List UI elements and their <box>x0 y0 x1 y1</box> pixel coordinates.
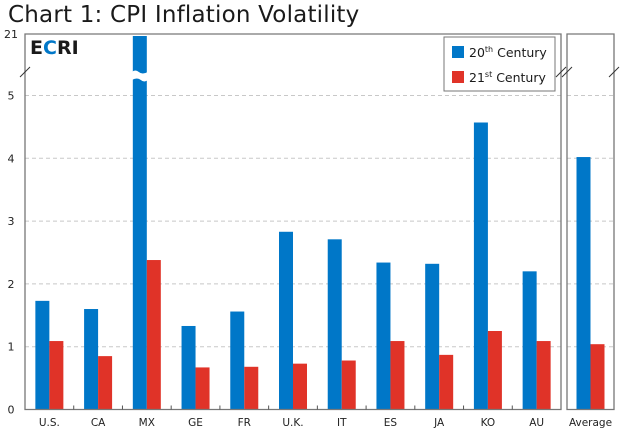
x-tick-label: KO <box>481 417 496 429</box>
bar-20th <box>35 300 50 410</box>
y-tick-label: 3 <box>8 215 15 228</box>
bar-21st <box>98 356 113 410</box>
axis-break-mark <box>561 66 573 78</box>
bar-21st <box>244 366 259 410</box>
legend-swatch-21st <box>452 71 464 83</box>
y-tick-label: 5 <box>8 90 15 103</box>
plot-frame <box>24 33 615 411</box>
axis-break-mark <box>555 66 567 78</box>
x-tick-label: AU <box>529 417 544 429</box>
bar-21st <box>195 367 210 410</box>
x-tick-label: Average <box>569 417 612 429</box>
x-tick-label: GE <box>188 417 203 429</box>
bar-20th <box>230 311 245 410</box>
bar-21st <box>146 260 161 410</box>
bar-21st <box>439 354 454 410</box>
bar-average-20th <box>576 157 591 410</box>
bar-average-21st <box>590 344 605 410</box>
bar-21st <box>49 341 64 410</box>
bar-20th <box>181 325 196 410</box>
y-tick-label: 4 <box>8 152 15 165</box>
legend-label-21st: 21st Century <box>469 70 546 85</box>
bar-20th-broken <box>132 36 147 410</box>
y-tick-label: 21 <box>4 28 18 41</box>
x-tick-label: U.S. <box>39 417 60 429</box>
x-tick-label: CA <box>91 417 106 429</box>
y-tick-label: 1 <box>8 341 15 354</box>
bar-21st <box>390 341 405 410</box>
x-tick-label: FR <box>238 417 251 429</box>
bar-20th <box>425 263 440 410</box>
x-tick-label: ES <box>384 417 398 429</box>
axis-break-mark <box>608 66 620 78</box>
bars <box>35 36 605 410</box>
bar-20th <box>279 231 293 410</box>
average-plot-frame <box>566 33 615 411</box>
bar-20th <box>376 262 391 410</box>
axis-break-mark <box>19 66 31 78</box>
main-plot-frame <box>24 33 562 411</box>
ecri-logo: ECRI <box>30 37 79 59</box>
bar-20th <box>327 239 342 410</box>
bar-break-gap <box>131 70 148 82</box>
bar-20th <box>84 309 99 410</box>
x-tick-label: U.K. <box>282 417 303 429</box>
bar-21st <box>536 341 551 410</box>
legend-swatch-20th <box>452 46 464 58</box>
axes: 0 1 2 3 4 5 21 U.S. CA MX GE FR U.K. IT ES JA KO AU Averag… <box>4 28 620 429</box>
x-tick-label: IT <box>337 417 347 429</box>
y-tick-label: 0 <box>8 404 15 417</box>
x-tick-label: JA <box>433 417 445 429</box>
legend-label-20th: 20th Century <box>469 45 547 60</box>
bar-21st <box>293 363 307 410</box>
bar-20th <box>473 122 488 410</box>
bar-20th <box>522 271 537 410</box>
bar-21st <box>341 360 356 410</box>
legend: 20th Century 21st Century <box>443 36 556 92</box>
bar-21st <box>487 331 502 410</box>
x-tick-label: MX <box>139 417 155 429</box>
y-tick-label: 2 <box>8 278 15 291</box>
chart-title: Chart 1: CPI Inflation Volatility <box>8 2 360 28</box>
